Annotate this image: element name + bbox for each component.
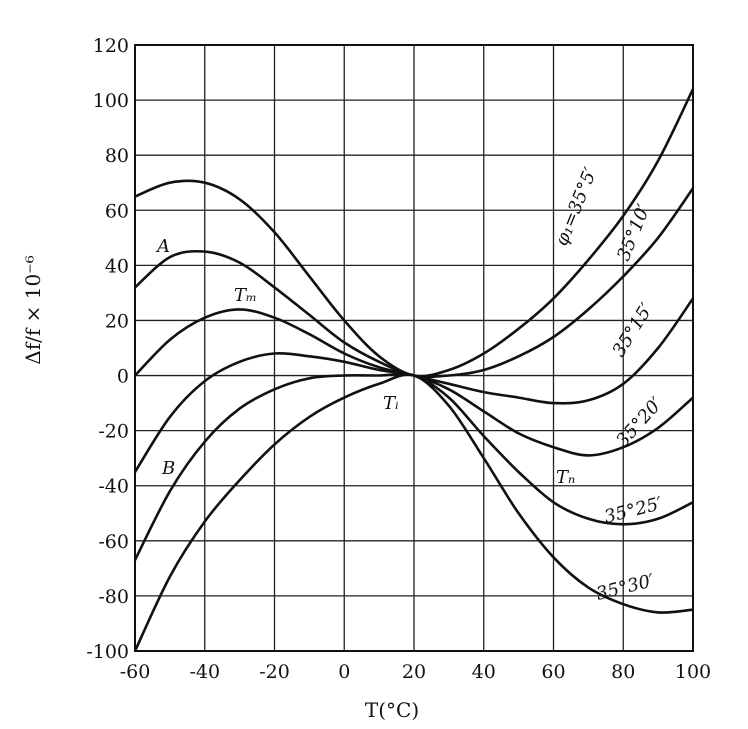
y-tick-label: -60 <box>98 531 129 553</box>
series-label-35-15: 35°15′ <box>608 300 657 361</box>
x-tick-labels: -60 -40 -20 0 20 40 60 80 100 <box>120 661 711 683</box>
curve-label-B: B <box>161 458 175 479</box>
series-layer <box>133 88 695 652</box>
y-tick-label: 80 <box>105 145 129 167</box>
series-line-6 <box>133 373 694 652</box>
y-tick-labels: 120 100 80 60 40 20 0 -20 -40 -60 -80 -100 <box>86 35 129 663</box>
y-tick-label: -100 <box>86 641 129 663</box>
x-tick-label: -20 <box>259 661 290 683</box>
y-tick-label: -80 <box>98 586 129 608</box>
plot-frame <box>134 44 694 652</box>
y-axis-title: Δf/f × 10⁻⁶ <box>21 255 45 364</box>
x-tick-label: 100 <box>675 661 711 683</box>
x-tick-label: -60 <box>120 661 151 683</box>
curve-label-Tm: Tₘ <box>234 285 257 306</box>
x-axis-title: T(°C) <box>365 698 419 722</box>
series-label-35-20: 35°20′ <box>612 394 667 452</box>
y-tick-label: 40 <box>105 255 129 277</box>
grid <box>134 44 694 652</box>
x-tick-label: 0 <box>338 661 350 683</box>
series-label-35-5: φ₁=35°5′ <box>551 165 601 249</box>
y-tick-label: 20 <box>105 310 129 332</box>
y-tick-label: -20 <box>98 421 129 443</box>
x-tick-label: 80 <box>611 661 635 683</box>
curve-label-Tn: Tₙ <box>556 467 575 488</box>
y-tick-label: 0 <box>117 366 129 388</box>
y-tick-label: 100 <box>93 90 129 112</box>
x-tick-label: 20 <box>402 661 426 683</box>
x-tick-label: -40 <box>189 661 220 683</box>
x-tick-label: 40 <box>472 661 496 683</box>
y-tick-label: 120 <box>93 35 129 57</box>
curve-label-A: A <box>155 236 170 257</box>
curve-label-Ti: Tᵢ <box>383 393 399 414</box>
y-tick-label: -40 <box>98 476 129 498</box>
series-label-35-30: 35°30′ <box>594 570 656 605</box>
x-tick-label: 60 <box>541 661 565 683</box>
y-tick-label: 60 <box>105 200 129 222</box>
